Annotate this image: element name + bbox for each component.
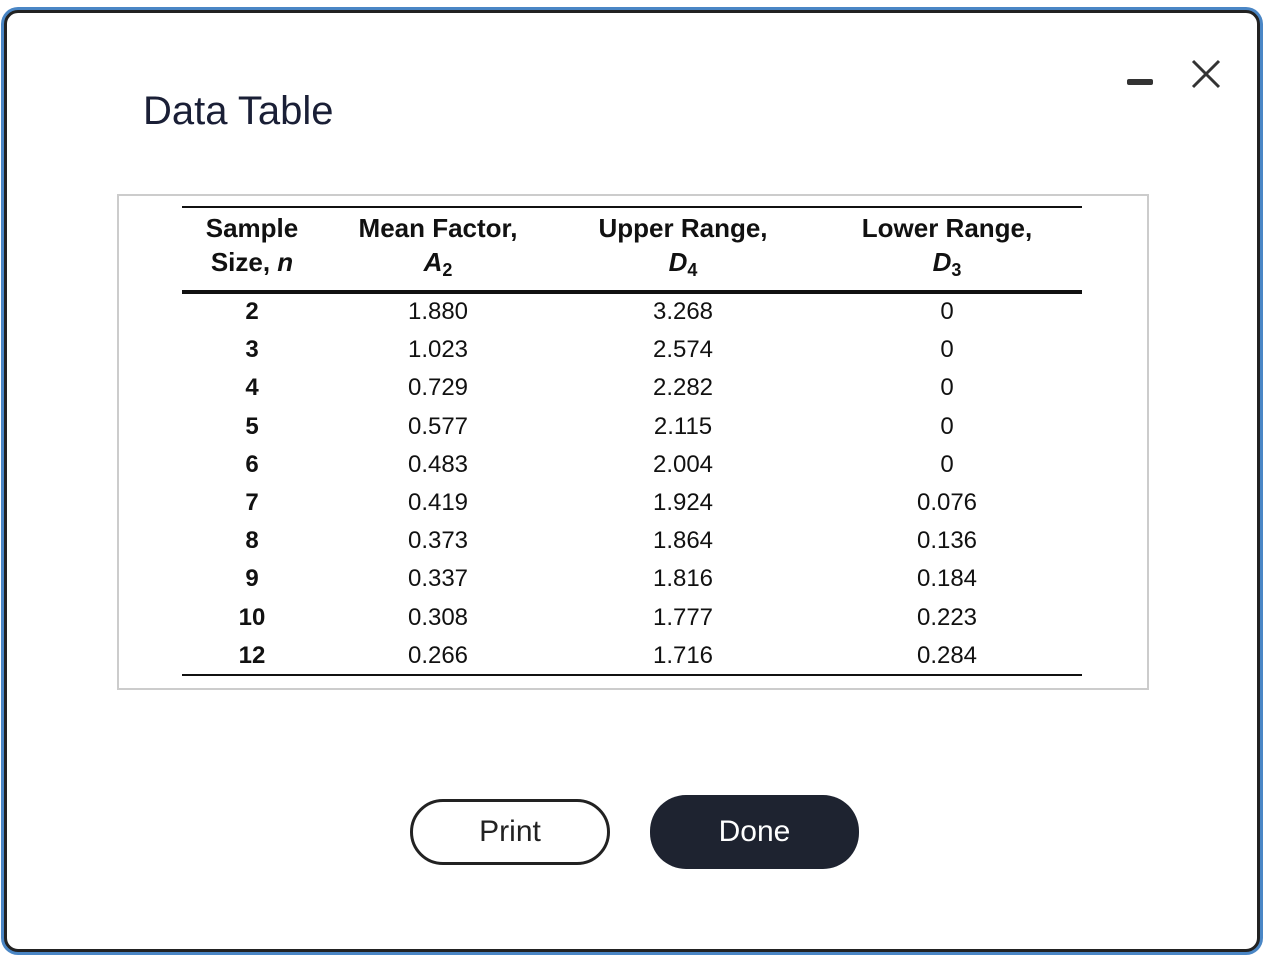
header-text: Mean Factor, [358,213,518,243]
table-cell: 0 [940,374,954,402]
table-cell: 0 [940,336,954,364]
table-cell: 8 [245,527,259,555]
table-cell: 0.308 [407,603,469,631]
header-symbol: D [668,247,688,277]
table-cell: 1.880 [407,298,469,325]
bottom-rule [182,674,1082,676]
table-cell: 2 [245,298,259,325]
table-cell: 0.223 [916,603,978,631]
table-cell: 1.816 [652,565,714,593]
header-text: Sample [205,213,299,243]
table-cell: 0.076 [916,489,978,516]
table-cell: 2.004 [652,450,714,478]
header-line: D4 [598,245,767,287]
header-line: A2 [359,245,518,287]
table-cell: 6 [245,450,259,478]
table-cell: 1.864 [652,527,714,555]
table-cell: 1.924 [652,489,714,516]
header-symbol: A [423,247,443,277]
table-cell: 3 [245,336,259,364]
header-line: Mean Factor, [359,211,518,245]
header-line: Lower Range, [862,211,1032,245]
table-cell: 4 [245,374,259,402]
column-header: Sample Size, n [206,211,299,279]
table-cell: 0.184 [916,565,978,593]
column-header: Upper Range, D4 [598,211,767,287]
table-cell: 0.577 [407,412,469,440]
dialog-title: Data Table [143,89,334,133]
table-cell: 0.483 [407,450,469,478]
table-cell: 0.284 [916,641,978,669]
header-line: Sample [206,211,299,245]
header-rule [182,290,1082,294]
table-frame [117,194,1149,690]
table-cell: 0 [940,298,954,325]
table-cell: 0.266 [407,641,469,669]
header-text: Size, [210,247,271,277]
table-cell: 0.729 [407,374,469,402]
print-button[interactable]: Print [410,799,610,865]
table-cell: 0 [940,412,954,440]
column-header: Lower Range, D3 [862,211,1032,287]
table-cell: 0.337 [407,565,469,593]
top-rule [182,206,1082,208]
header-line: D3 [862,245,1032,287]
header-subscript: 2 [442,260,453,280]
table-cell: 5 [245,412,259,440]
table-cell: 0 [940,450,954,478]
header-text: Lower Range, [861,213,1033,243]
table-cell: 3.268 [652,298,714,325]
header-subscript: 4 [687,260,698,280]
header-symbol: n [277,247,294,277]
header-symbol: D [932,247,952,277]
table-cell: 1.777 [652,603,714,631]
table-cell: 12 [238,641,266,669]
table-cell: 0.136 [916,527,978,555]
table-cell: 1.716 [652,641,714,669]
dialog: Data Table [4,10,1260,952]
table-cell: 10 [238,603,266,631]
header-line: Size, n [206,245,299,279]
table-cell: 0.373 [407,527,469,555]
table-cell: 2.282 [652,374,714,402]
table-cell: 2.115 [653,412,713,440]
table-cell: 1.023 [407,336,469,364]
column-header: Mean Factor, A2 [359,211,518,287]
table-cell: 0.419 [407,489,469,516]
minimize-button[interactable] [1123,69,1159,93]
header-text: Upper Range, [598,213,768,243]
close-button[interactable] [1187,55,1227,95]
done-button[interactable]: Done [650,795,859,869]
table-cell: 9 [245,565,259,593]
table-cell: 7 [245,489,259,516]
table-cell: 2.574 [652,336,714,364]
header-subscript: 3 [951,260,962,280]
header-line: Upper Range, [598,211,767,245]
